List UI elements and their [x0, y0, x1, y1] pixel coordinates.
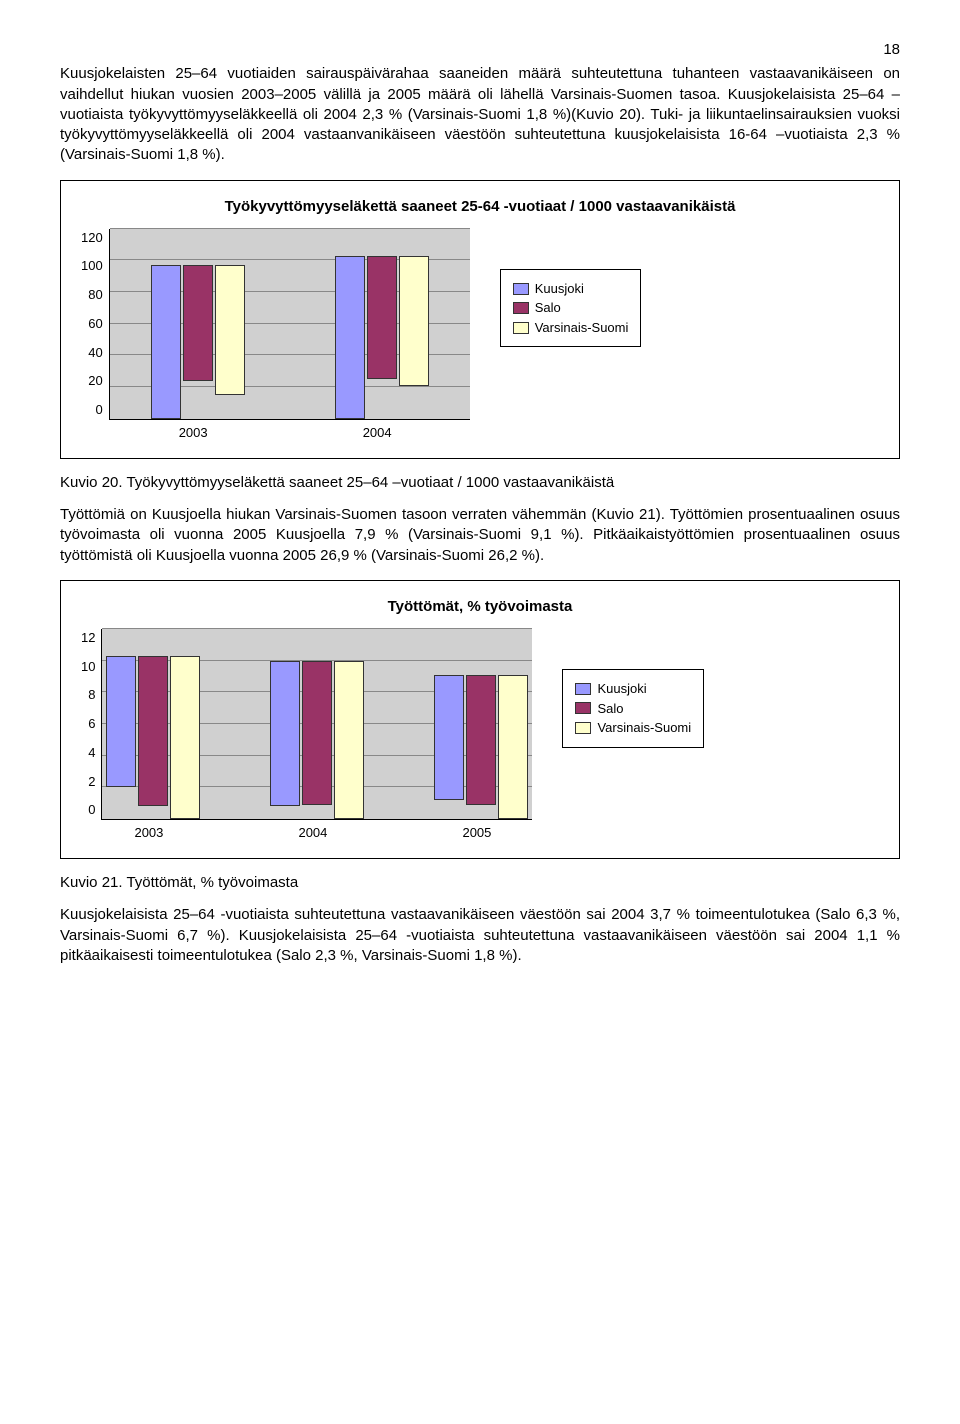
caption-2: Kuvio 21. Työttömät, % työvoimasta [60, 873, 900, 893]
chart-1-title: Työkyvyttömyyseläkettä saaneet 25-64 -vu… [81, 197, 879, 217]
bar [498, 675, 528, 819]
chart-1-legend: KuusjokiSalo Varsinais-Suomi [500, 269, 642, 348]
chart-2-legend: Kuusjoki SaloVarsinais-Suomi [562, 669, 704, 748]
bar [434, 675, 464, 800]
paragraph-1: Kuusjokelaisten 25–64 vuotiaiden sairaus… [60, 64, 900, 165]
chart-1: Työkyvyttömyyseläkettä saaneet 25-64 -vu… [60, 180, 900, 459]
bar [106, 656, 136, 787]
caption-1: Kuvio 20. Työkyvyttömyyseläkettä saaneet… [60, 473, 900, 493]
legend-item: Salo [575, 700, 691, 718]
bar [151, 265, 181, 419]
chart-2: Työttömät, % työvoimasta 121086420 20032… [60, 580, 900, 859]
legend-item: Varsinais-Suomi [575, 719, 691, 737]
chart-2-xlabels: 200320042005 [101, 824, 531, 842]
legend-item: Varsinais-Suomi [513, 319, 629, 337]
bar [138, 656, 168, 806]
bar [270, 661, 300, 807]
bar [399, 256, 429, 386]
chart-1-plot [109, 229, 470, 420]
bar [302, 661, 332, 805]
chart-1-yaxis: 120100806040200 [81, 229, 103, 419]
chart-2-yaxis: 121086420 [81, 629, 95, 819]
bar [170, 656, 200, 819]
page-number: 18 [60, 40, 900, 60]
bar [334, 661, 364, 819]
chart-1-xlabels: 20032004 [109, 424, 469, 442]
paragraph-2: Työttömiä on Kuusjoella hiukan Varsinais… [60, 505, 900, 566]
bar [215, 265, 245, 395]
paragraph-3: Kuusjokelaisista 25–64 -vuotiaista suhte… [60, 905, 900, 966]
legend-item: Salo [513, 299, 629, 317]
bar [183, 265, 213, 381]
chart-2-title: Työttömät, % työvoimasta [81, 597, 879, 617]
legend-item: Kuusjoki [575, 680, 691, 698]
bar [367, 256, 397, 380]
bar [466, 675, 496, 805]
legend-item: Kuusjoki [513, 280, 629, 298]
chart-2-plot [101, 629, 532, 820]
bar [335, 256, 365, 419]
